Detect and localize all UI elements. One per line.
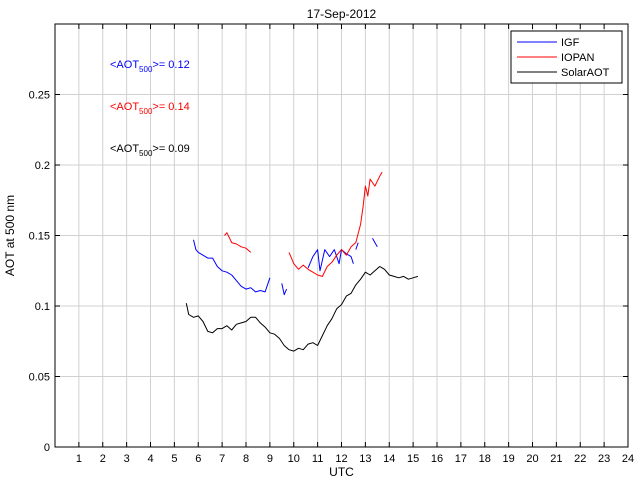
legend-label: IOPAN bbox=[561, 52, 594, 64]
series-line bbox=[288, 171, 383, 277]
x-tick-label: 18 bbox=[479, 453, 491, 465]
annotation-value: >= 0.14 bbox=[152, 101, 189, 113]
x-tick-label: 21 bbox=[550, 453, 562, 465]
series-line bbox=[193, 239, 271, 293]
x-tick-label: 1 bbox=[76, 453, 82, 465]
x-tick-label: 12 bbox=[335, 453, 347, 465]
y-tick-label: 0.15 bbox=[29, 231, 50, 243]
y-tick-label: 0.25 bbox=[29, 90, 50, 102]
x-tick-label: 10 bbox=[288, 453, 300, 465]
x-tick-label: 3 bbox=[124, 453, 130, 465]
x-tick-label: 23 bbox=[598, 453, 610, 465]
y-tick-label: 0.05 bbox=[29, 372, 50, 384]
series-line bbox=[185, 266, 419, 352]
x-tick-label: 8 bbox=[243, 453, 249, 465]
y-tick-label: 0.2 bbox=[35, 160, 50, 172]
series-solaraot bbox=[185, 266, 419, 352]
x-tick-label: 4 bbox=[147, 453, 153, 465]
series-iopan bbox=[224, 171, 383, 277]
annotation-subscript: 500 bbox=[139, 107, 153, 116]
x-tick-label: 13 bbox=[359, 453, 371, 465]
x-tick-label: 17 bbox=[455, 453, 467, 465]
grid bbox=[55, 24, 629, 447]
series-line bbox=[372, 238, 378, 248]
x-tick-label: 22 bbox=[574, 453, 586, 465]
y-tick-label: 0.1 bbox=[35, 301, 50, 313]
annotation-prefix: <AOT bbox=[110, 143, 139, 155]
y-axis-ticks: 0 0.05 0.1 0.15 0.2 0.25 bbox=[29, 90, 628, 454]
x-tick-label: 14 bbox=[383, 453, 395, 465]
x-tick-label: 15 bbox=[407, 453, 419, 465]
y-axis-label: AOT at 500 nm bbox=[3, 195, 17, 276]
x-tick-label: 6 bbox=[195, 453, 201, 465]
x-tick-label: 24 bbox=[622, 453, 634, 465]
annotation-prefix: <AOT bbox=[110, 59, 139, 71]
mean-aot-annotation: <AOT500>= 0.14 bbox=[110, 101, 190, 116]
x-tick-label: 20 bbox=[526, 453, 538, 465]
series-line bbox=[355, 242, 359, 250]
series-line bbox=[224, 232, 252, 253]
series-layer bbox=[185, 171, 419, 352]
y-tick-label: 0 bbox=[44, 442, 50, 454]
x-tick-label: 9 bbox=[267, 453, 273, 465]
annotation-prefix: <AOT bbox=[110, 101, 139, 113]
legend-label: IGF bbox=[561, 37, 580, 49]
x-axis-label: UTC bbox=[329, 465, 354, 479]
annotation-subscript: 500 bbox=[139, 149, 153, 158]
annotations: <AOT500>= 0.12<AOT500>= 0.14<AOT500>= 0.… bbox=[110, 59, 190, 158]
x-tick-label: 2 bbox=[100, 453, 106, 465]
mean-aot-annotation: <AOT500>= 0.12 bbox=[110, 59, 190, 74]
mean-aot-annotation: <AOT500>= 0.09 bbox=[110, 143, 190, 158]
legend-label: SolarAOT bbox=[561, 67, 610, 79]
annotation-value: >= 0.09 bbox=[152, 143, 189, 155]
x-axis-ticks: 1 2 3 4 5 6 7 8 9 10 11 12 13 14 15 16 17 18 19 20 21 22 23 24 bbox=[76, 24, 634, 465]
x-tick-label: 5 bbox=[171, 453, 177, 465]
annotation-value: >= 0.12 bbox=[152, 59, 189, 71]
legend: IGF IOPAN SolarAOT bbox=[510, 30, 623, 84]
x-tick-label: 19 bbox=[503, 453, 515, 465]
annotation-subscript: 500 bbox=[139, 65, 153, 74]
x-tick-label: 11 bbox=[312, 453, 323, 465]
x-tick-label: 16 bbox=[431, 453, 443, 465]
chart-title: 17-Sep-2012 bbox=[307, 7, 377, 21]
x-tick-label: 7 bbox=[219, 453, 225, 465]
series-line bbox=[281, 283, 288, 296]
